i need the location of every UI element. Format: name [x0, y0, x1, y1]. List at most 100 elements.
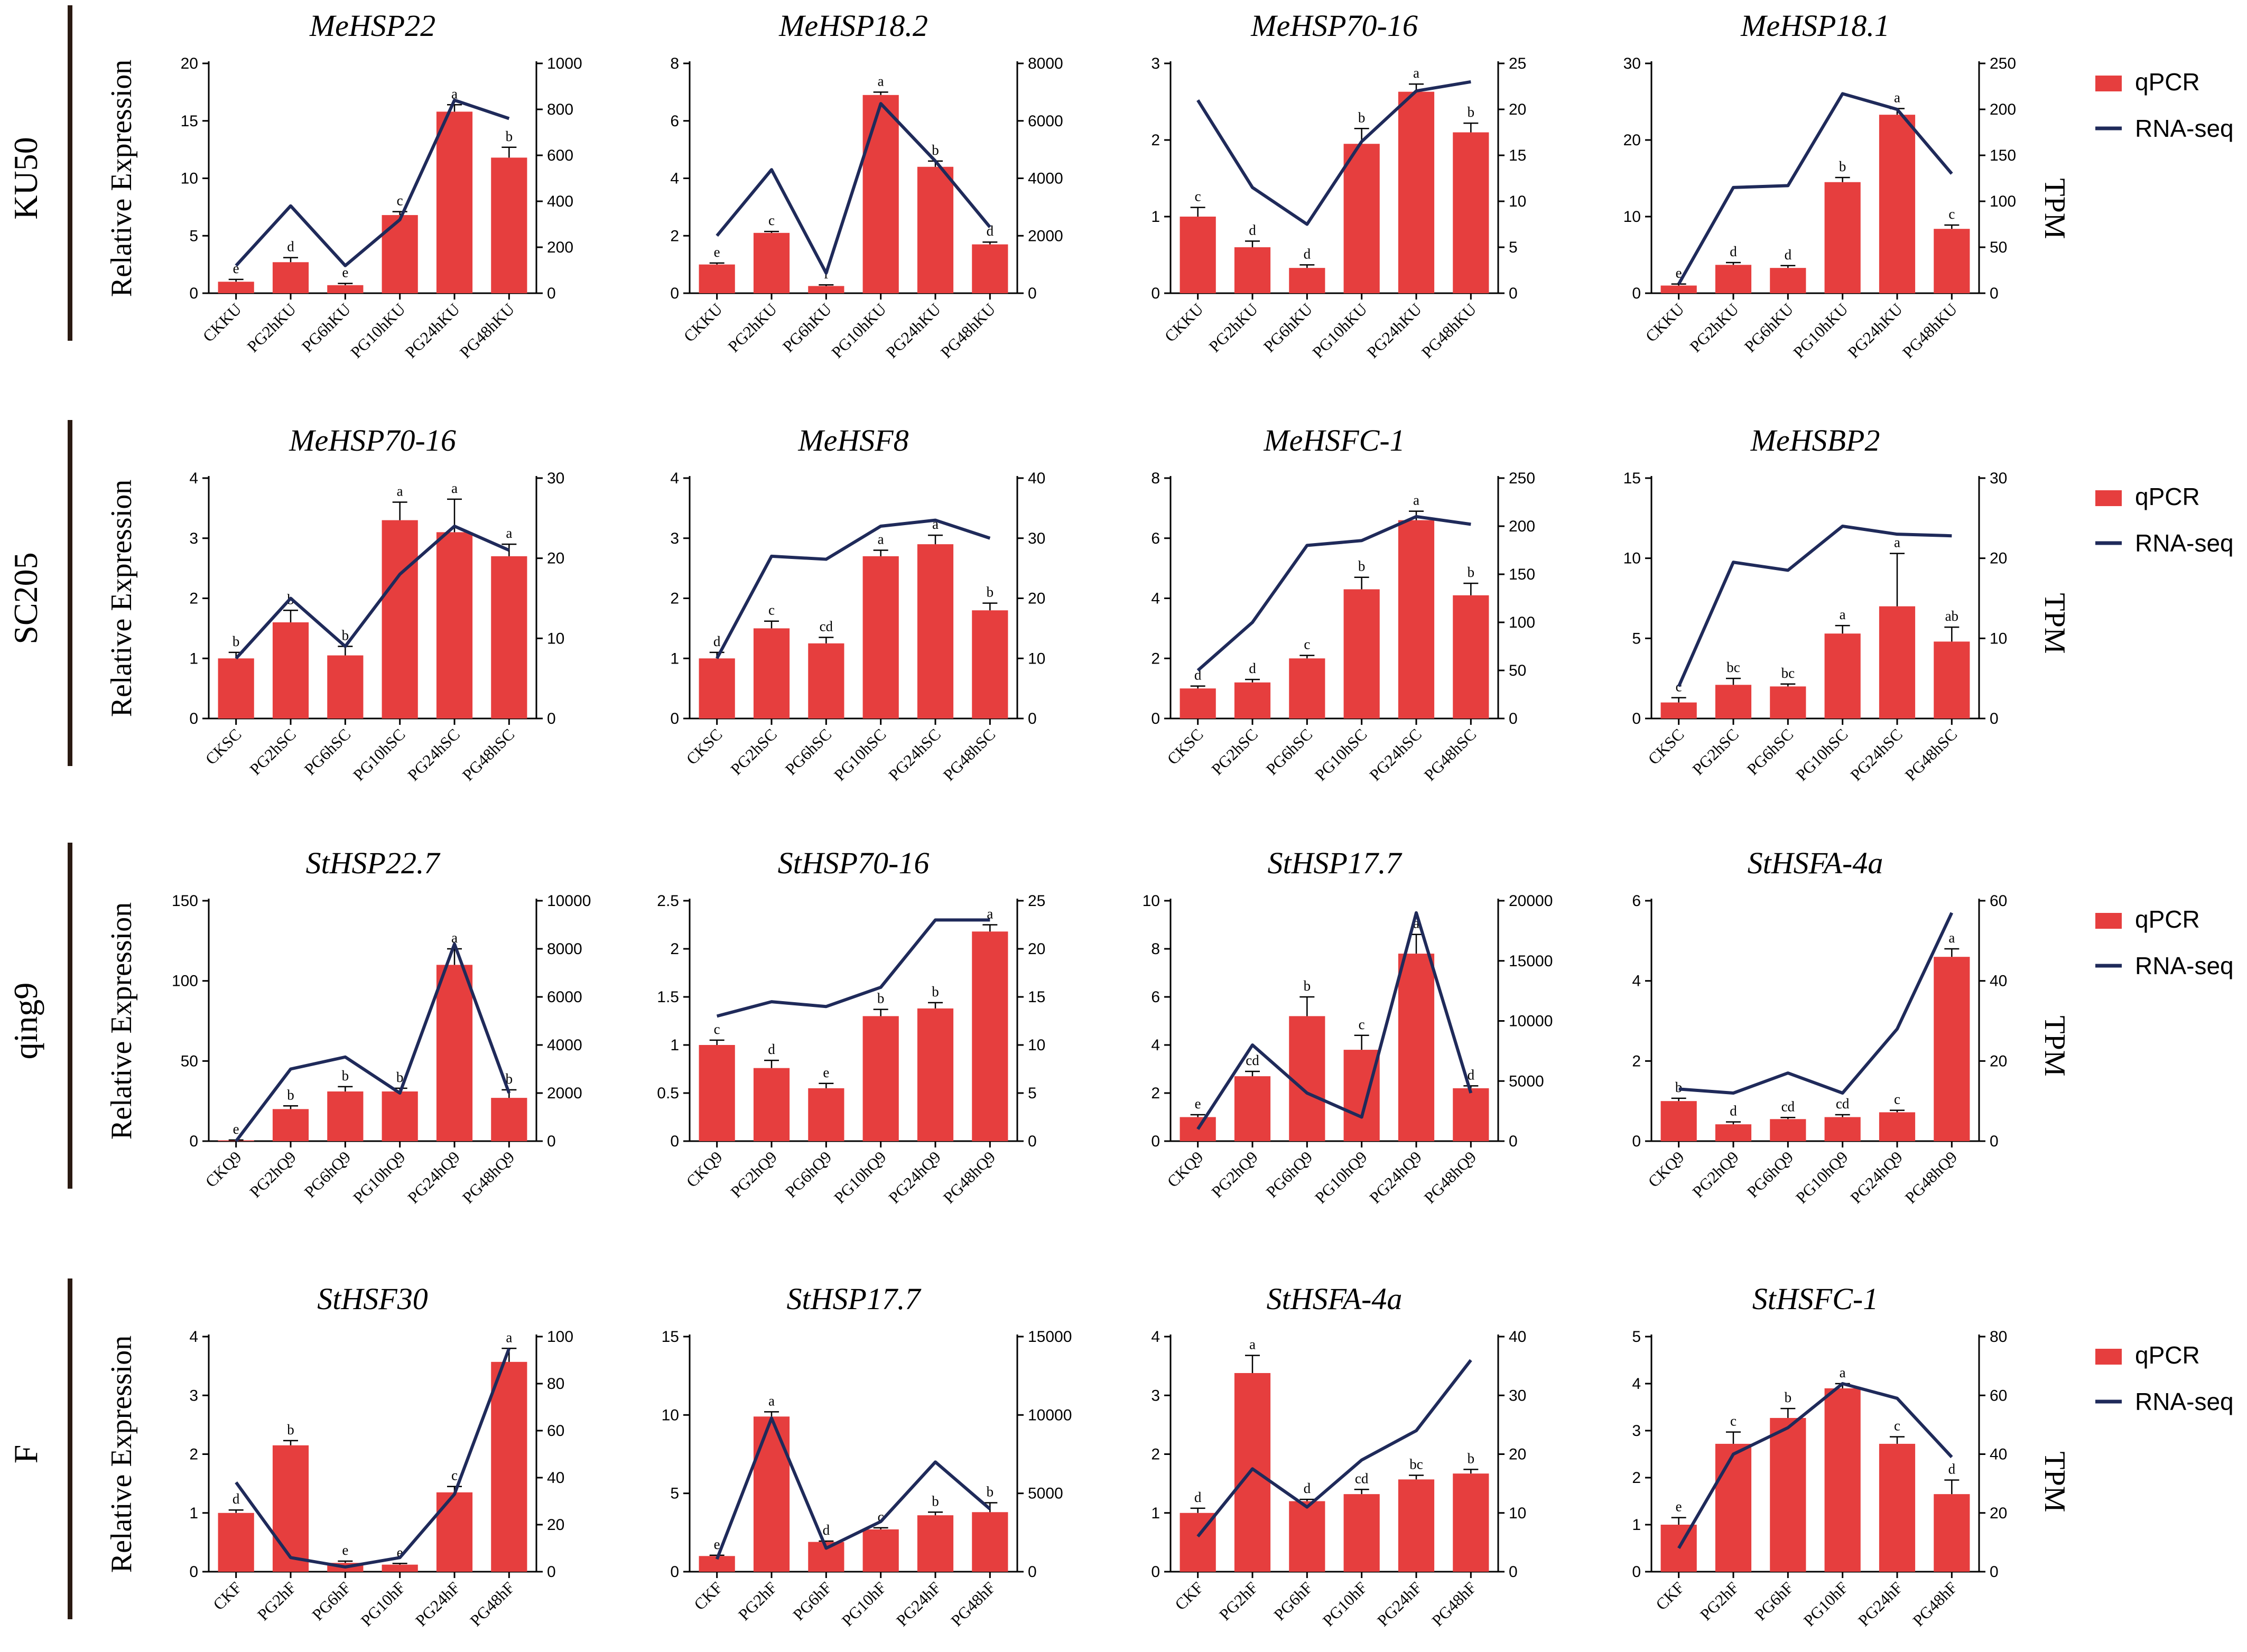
left-tick-label: 1	[189, 1505, 198, 1522]
bar	[218, 1513, 254, 1572]
right-tick-label: 30	[1509, 1387, 1526, 1404]
legend-qpcr-label: qPCR	[2135, 68, 2200, 96]
x-tick-label: PG24hQ9	[404, 1147, 463, 1207]
x-tick-label: PG48hF	[466, 1578, 518, 1630]
bar	[327, 285, 364, 293]
tpm-axis-label: TPM	[2038, 1015, 2071, 1076]
significance-letter: e	[1676, 265, 1682, 281]
x-tick-label: PG2hQ9	[727, 1147, 780, 1201]
significance-letter: c	[1948, 206, 1955, 222]
x-tick-label: PG24hQ9	[885, 1147, 944, 1207]
bar	[436, 965, 473, 1141]
x-tick-label: PG6hKU	[779, 300, 835, 356]
x-tick-label: PG10hKU	[1308, 300, 1370, 361]
bar	[218, 658, 254, 718]
x-tick-label: CKKU	[1642, 300, 1688, 346]
x-tick-label: CKSC	[202, 725, 245, 768]
y-axis-label: Relative Expression	[105, 1336, 138, 1573]
significance-letter: b	[287, 1422, 294, 1438]
significance-letter: d	[233, 1491, 240, 1507]
bar	[1715, 1124, 1752, 1141]
x-tick-label: PG6hQ9	[301, 1147, 354, 1201]
left-tick-label: 1	[189, 650, 198, 667]
left-tick-label: 150	[172, 892, 198, 910]
row-divider	[68, 5, 72, 341]
left-tick-label: 5	[1632, 1328, 1641, 1346]
bar	[699, 658, 735, 718]
right-tick-label: 15000	[1028, 1328, 1072, 1346]
right-tick-label: 30	[547, 470, 564, 487]
x-tick-label: PG48hKU	[456, 300, 518, 361]
x-tick-label: PG10hF	[1319, 1578, 1371, 1630]
x-tick-label: PG6hKU	[298, 300, 354, 356]
x-tick-label: PG6hSC	[1743, 725, 1797, 779]
right-tick-label: 10	[1990, 630, 2007, 647]
rnaseq-line	[235, 98, 510, 267]
x-tick-label: PG10hQ9	[830, 1147, 889, 1207]
left-tick-label: 1	[670, 1037, 679, 1054]
bar	[1770, 686, 1806, 718]
x-tick-label: PG48hF	[1909, 1578, 1961, 1630]
bar	[862, 556, 899, 718]
bar	[753, 1416, 790, 1572]
left-tick-label: 0	[1632, 1133, 1641, 1150]
x-tick-label: PG6hF	[308, 1578, 354, 1624]
bar	[1879, 606, 1916, 718]
left-tick-label: 2.5	[657, 892, 679, 910]
x-tick-label: PG24hKU	[402, 300, 463, 361]
right-tick-label: 0	[1990, 710, 1999, 727]
right-tick-label: 40	[1990, 973, 2007, 990]
right-tick-label: 0	[1990, 285, 1999, 302]
x-tick-label: CKKU	[199, 300, 245, 346]
x-tick-label: PG2hSC	[1208, 725, 1261, 779]
bar	[1398, 520, 1435, 718]
tpm-axis-label: TPM	[2038, 593, 2071, 654]
rnaseq-line	[1196, 911, 1473, 1130]
left-tick-label: 4	[189, 470, 198, 487]
significance-letter: a	[1249, 1337, 1256, 1352]
right-tick-label: 20	[1028, 590, 1045, 608]
right-tick-label: 30	[1028, 530, 1045, 547]
bar	[753, 1068, 790, 1141]
left-tick-label: 10	[1143, 892, 1160, 910]
bar	[1453, 595, 1489, 718]
x-tick-label: PG24hF	[893, 1578, 944, 1630]
bar	[1770, 1417, 1806, 1572]
right-tick-label: 30	[1990, 470, 2007, 487]
left-tick-label: 2	[670, 940, 679, 958]
right-tick-label: 10000	[1509, 1013, 1553, 1030]
legend-bar-swatch	[2095, 913, 2122, 929]
right-tick-label: 0	[1990, 1563, 1999, 1581]
x-tick-label: PG2hQ9	[1208, 1147, 1261, 1201]
left-tick-label: 8	[670, 55, 679, 72]
bar	[862, 1529, 899, 1572]
right-tick-label: 0	[1028, 1563, 1037, 1581]
significance-letter: b	[1468, 564, 1475, 580]
left-tick-label: 6	[670, 113, 679, 130]
x-tick-label: PG2hQ9	[1688, 1147, 1742, 1201]
bar	[1879, 1443, 1916, 1572]
left-tick-label: 0.5	[657, 1085, 679, 1102]
legend-rnaseq-label: RNA-seq	[2135, 529, 2234, 557]
left-tick-label: 10	[662, 1406, 679, 1424]
x-tick-label: CKSC	[1164, 725, 1207, 768]
significance-letter: b	[342, 1068, 349, 1084]
bar	[1343, 589, 1380, 718]
bar	[1934, 641, 1970, 718]
x-tick-label: PG10hF	[838, 1578, 890, 1630]
significance-letter: d	[768, 1041, 775, 1057]
right-tick-label: 600	[547, 147, 573, 164]
bar	[1289, 658, 1325, 718]
significance-letter: b	[1358, 109, 1366, 125]
bar	[491, 157, 527, 293]
x-tick-label: PG6hF	[789, 1578, 835, 1624]
significance-letter: b	[1675, 1079, 1683, 1095]
x-tick-label: PG2hSC	[727, 725, 781, 779]
significance-letter: d	[1948, 1461, 1956, 1477]
bar	[1660, 1525, 1697, 1572]
x-tick-label: PG10hKU	[347, 300, 408, 361]
bar	[382, 1564, 418, 1572]
significance-letter: e	[342, 1542, 348, 1558]
right-tick-label: 20	[1990, 1052, 2007, 1070]
right-tick-label: 2000	[1028, 227, 1063, 245]
